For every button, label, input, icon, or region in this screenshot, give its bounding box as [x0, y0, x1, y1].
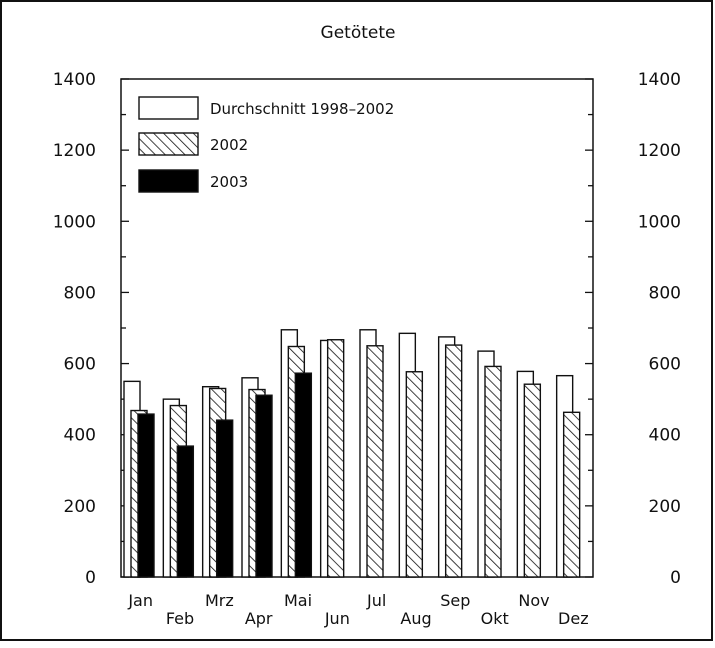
- x-tick-label: Mai: [284, 591, 312, 610]
- y-tick-label-right: 200: [649, 497, 681, 517]
- bar-nov-series-1: [523, 383, 542, 578]
- y-tick-label-right: 400: [649, 426, 681, 446]
- x-tick-label: Jul: [366, 591, 386, 610]
- x-tick-label: Jun: [324, 609, 350, 628]
- legend-swatch-2: [138, 169, 199, 193]
- x-tick-label: Feb: [166, 609, 194, 628]
- y-tick-label-left: 0: [85, 568, 96, 588]
- bar-apr-series-2: [255, 394, 273, 578]
- legend-swatch-1: [138, 132, 199, 156]
- legend-swatch-0: [138, 96, 199, 120]
- x-tick-label: Aug: [400, 609, 431, 628]
- y-tick-label-left: 600: [64, 355, 96, 375]
- y-tick-label-left: 200: [64, 497, 96, 517]
- legend-label-1: 2002: [210, 136, 248, 154]
- bar-jun-series-1: [326, 339, 345, 578]
- bar-mrz-series-2: [215, 419, 234, 578]
- bar-jul-series-1: [366, 345, 384, 578]
- bar-mai-series-2: [294, 372, 313, 578]
- x-tick-label: Sep: [440, 591, 470, 610]
- bar-aug-series-1: [405, 371, 424, 578]
- y-tick-label-right: 0: [670, 568, 681, 588]
- legend-label-0: Durchschnitt 1998–2002: [210, 100, 394, 118]
- x-tick-label: Dez: [558, 609, 589, 628]
- x-tick-label: Okt: [481, 609, 509, 628]
- legend: Durchschnitt 1998–2002 2002 2003: [138, 96, 394, 193]
- x-tick-label: Nov: [518, 591, 549, 610]
- y-tick-label-right: 800: [649, 283, 681, 303]
- y-tick-label-left: 400: [64, 426, 96, 446]
- plot-area: 0 0 200 200 400 400 600 600 800 800 1000 1000 1200 12…: [53, 70, 681, 628]
- x-tick-label: Apr: [245, 609, 273, 628]
- chart-title: Getötete: [321, 23, 396, 43]
- x-tick-label: Jan: [127, 591, 153, 610]
- y-tick-label-left: 1200: [53, 141, 96, 161]
- y-tick-label-left: 800: [64, 283, 96, 303]
- y-tick-label-right: 1000: [638, 212, 681, 232]
- bar-jan-series-2: [137, 413, 155, 578]
- y-tick-label-left: 1400: [53, 70, 96, 90]
- y-tick-label-right: 1200: [638, 141, 681, 161]
- bar-feb-series-2: [176, 445, 195, 578]
- y-tick-label-left: 1000: [53, 212, 96, 232]
- x-tick-label: Mrz: [205, 591, 234, 610]
- legend-label-2: 2003: [210, 173, 248, 191]
- bar-dez-series-1: [562, 411, 581, 578]
- bar-sep-series-1: [444, 344, 463, 578]
- bar-okt-series-1: [484, 365, 502, 578]
- y-tick-label-right: 1400: [638, 70, 681, 90]
- y-tick-label-right: 600: [649, 355, 681, 375]
